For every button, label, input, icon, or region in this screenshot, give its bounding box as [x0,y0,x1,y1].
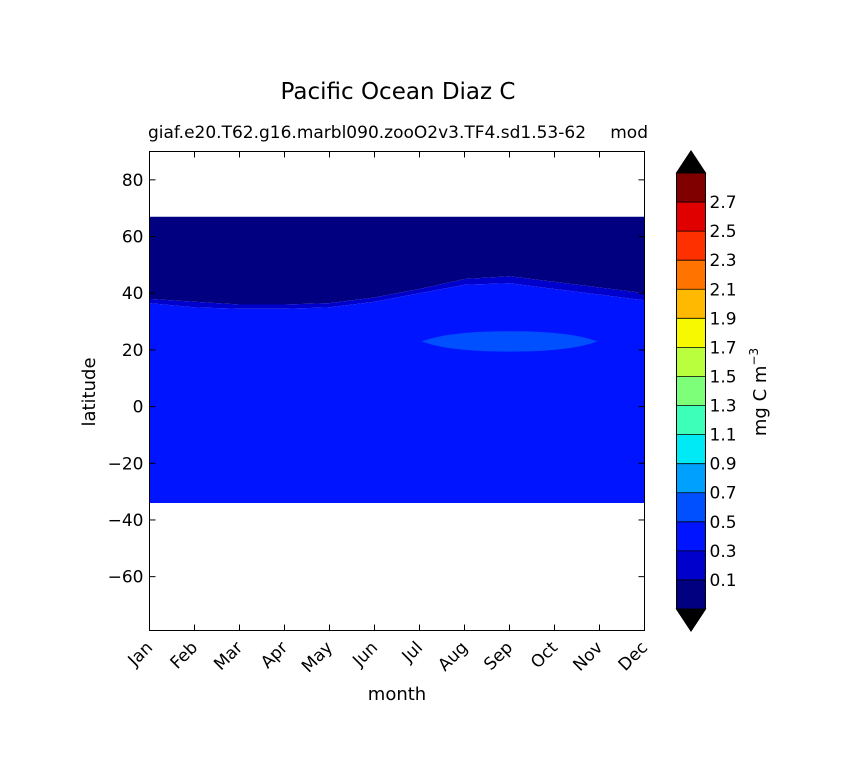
colorbar-band [676,550,706,580]
x-tick-label: Dec [615,638,652,675]
colorbar-label-main: mg C m [750,366,771,437]
colorbar-tick-label: 0.3 [710,542,737,562]
colorbar-label: mg C m−3 [747,348,771,436]
colorbar-band [676,434,706,464]
colorbar-tick-label: 2.7 [710,193,737,213]
x-tick-label: May [298,638,337,677]
x-tick-label: Feb [167,638,202,673]
colorbar-band [676,492,706,522]
colorbar-band [676,289,706,319]
colorbar-tick-label: 2.1 [710,280,737,300]
y-tick-label: 0 [133,398,144,418]
colorbar-tick-label: 0.7 [710,484,737,504]
colorbar-tick-label: 1.5 [710,367,737,387]
colorbar: 0.1 0.3 0.5 0.7 0.9 1.1 1.3 1.5 1.7 1.9 2.1 2.3 2.5 2… [675,150,737,632]
colorbar-band [676,202,706,232]
y-tick-label: −60 [108,568,144,588]
x-tick-label: Jan [124,638,157,671]
chart-subtitle-right: mod [610,123,648,143]
colorbar-band [676,260,706,290]
plot-fill-layer [149,216,645,503]
colorbar-extend-over [675,150,707,174]
colorbar-band [676,347,706,377]
colorbar-tick-label: 1.1 [710,426,737,446]
colorbar-outline [676,150,706,632]
colorbar-tick-label: 2.5 [710,222,737,242]
plot-frame [149,151,645,631]
colorbar-band [676,463,706,493]
colorbar-tick-label: 0.1 [710,571,737,591]
x-tick-label: Aug [434,638,472,676]
y-tick-label: −20 [108,454,144,474]
colorbar-band [676,231,706,261]
chart-title: Pacific Ocean Diaz C [281,79,516,105]
colorbar-tick-label: 0.9 [710,455,737,475]
colorbar-label-exponent: −3 [747,348,761,366]
y-tick-label: 60 [122,228,144,248]
colorbar-tick-label: 0.5 [710,513,737,533]
chart-subtitle-left: giaf.e20.T62.g16.marbl090.zooO2v3.TF4.sd… [148,123,586,143]
y-tick-label: 80 [122,171,144,191]
colorbar-band [676,173,706,203]
x-tick-label: Mar [210,638,247,675]
y-axis: 80 60 40 20 0 −20 −40 −60 [108,171,645,588]
colorbar-tick-label: 2.3 [710,251,737,271]
region-0.4-0.6 [149,283,645,503]
y-axis-label: latitude [79,357,100,426]
x-tick-label: Oct [527,638,562,673]
region-0.6-0.8 [421,331,598,352]
colorbar-extend-under [675,608,707,632]
colorbar-band [676,405,706,435]
colorbar-band [676,579,706,609]
colorbar-tick-label: 1.7 [710,338,737,358]
colorbar-tick-label: 1.3 [710,397,737,417]
y-tick-label: 20 [122,341,144,361]
x-axis-label: month [368,684,426,705]
x-tick-label: Apr [257,638,292,673]
x-tick-label: Sep [480,638,517,675]
y-tick-label: −40 [108,511,144,531]
region-0.0-0.2 [149,216,645,305]
x-tick-label: Nov [569,638,607,676]
colorbar-tick-label: 1.9 [710,309,737,329]
colorbar-band [676,376,706,406]
colorbar-band [676,521,706,551]
y-tick-label: 40 [122,284,144,304]
x-tick-label: Jun [348,638,382,672]
colorbar-band [676,318,706,348]
x-tick-label: Jul [398,638,427,667]
region-0.2-0.4 [149,276,645,309]
